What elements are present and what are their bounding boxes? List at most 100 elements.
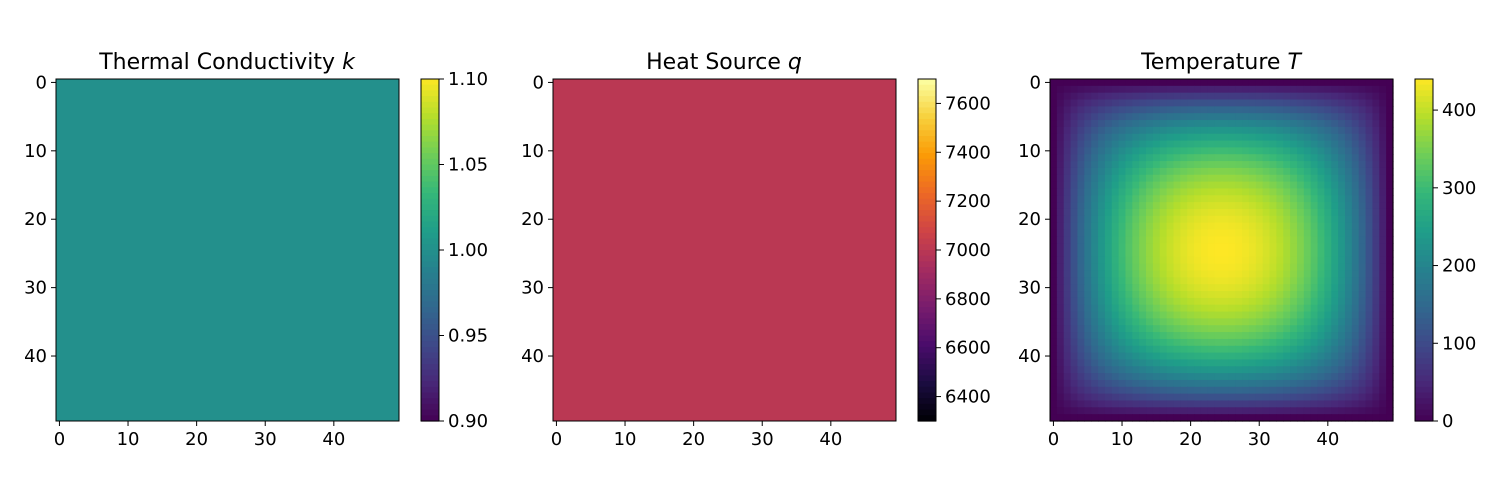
heatmap-cell	[1152, 113, 1161, 121]
heatmap-cell	[1180, 304, 1188, 313]
heatmap-cell	[1303, 161, 1312, 169]
heatmap-cell	[1098, 345, 1106, 354]
heatmap-cell	[1098, 393, 1106, 402]
heatmap-cell	[1111, 250, 1120, 258]
heatmap-cell	[1372, 318, 1380, 326]
heatmap-cell	[1173, 202, 1181, 210]
heatmap-cell	[1379, 393, 1387, 402]
heatmap-cell	[1221, 297, 1229, 306]
heatmap-cell	[1077, 92, 1085, 101]
colorbar-segment	[421, 392, 439, 399]
heatmap-cell	[1365, 414, 1374, 422]
heatmap-cell	[1070, 106, 1079, 114]
heatmap-cell	[1303, 236, 1312, 244]
heatmap-cell	[1324, 284, 1332, 292]
heatmap-cell	[1317, 311, 1325, 319]
heatmap-cell	[1296, 113, 1305, 121]
heatmap-cell	[1290, 215, 1298, 224]
heatmap-cell	[1379, 161, 1387, 169]
heatmap-cell	[1173, 407, 1181, 415]
heatmap-cell	[1207, 359, 1216, 367]
heatmap-cell	[1056, 400, 1065, 408]
heatmap-cell	[1317, 229, 1325, 237]
heatmap-cell	[1098, 284, 1106, 292]
heatmap-cell	[1132, 195, 1140, 203]
heatmap-cell	[1310, 386, 1319, 395]
colorbar-segment	[918, 301, 936, 308]
heatmap-cell	[1344, 208, 1353, 217]
heatmap-cell	[1132, 113, 1140, 121]
heatmap-cell	[1050, 400, 1058, 408]
heatmap-cell	[1228, 352, 1236, 361]
heatmap-cell	[1214, 236, 1223, 244]
heatmap-cell	[1098, 85, 1106, 94]
colorbar-segment	[918, 375, 936, 382]
heatmap-cell	[1283, 222, 1291, 231]
heatmap-cell	[1091, 106, 1099, 114]
heatmap-cell	[1235, 407, 1243, 415]
heatmap-cell	[1118, 263, 1127, 272]
heatmap-cell	[1276, 229, 1284, 237]
heatmap-cell	[1303, 318, 1312, 326]
heatmap-cell	[1331, 229, 1339, 237]
heatmap-cell	[1104, 106, 1113, 114]
heatmap-cell	[1118, 256, 1127, 265]
heatmap-cell	[1187, 140, 1195, 148]
heatmap-cell	[1255, 352, 1264, 361]
heatmap-cell	[1166, 202, 1175, 210]
heatmap-cell	[1358, 99, 1367, 107]
heatmap-cell	[1166, 414, 1175, 422]
heatmap-cell	[1276, 373, 1284, 381]
heatmap-cell	[1050, 297, 1058, 306]
heatmap-cell	[1187, 277, 1195, 285]
heatmap-cell	[1221, 318, 1229, 326]
heatmap-cell	[1077, 345, 1085, 354]
heatmap-cell	[1262, 236, 1271, 244]
heatmap-cell	[1248, 332, 1257, 340]
heatmap-cell	[1283, 332, 1291, 340]
heatmap-cell	[1303, 393, 1312, 402]
heatmap-cell	[1098, 318, 1106, 326]
heatmap-cell	[1372, 250, 1380, 258]
heatmap-cell	[1296, 147, 1305, 155]
heatmap-cell	[1091, 243, 1099, 251]
heatmap-cell	[1310, 400, 1319, 408]
heatmap-cell	[1242, 195, 1250, 203]
heatmap-cell	[1379, 147, 1387, 155]
heatmap-cell	[1200, 79, 1209, 87]
heatmap-cell	[1050, 250, 1058, 258]
heatmap-cell	[1146, 256, 1154, 265]
heatmap-cell	[1118, 85, 1127, 94]
heatmap-cell	[1187, 366, 1195, 374]
heatmap-cell	[1070, 311, 1079, 319]
heatmap-cell	[1159, 311, 1168, 319]
heatmap-cell	[1221, 352, 1229, 361]
heatmap-cell	[1283, 79, 1291, 87]
heatmap-cell	[1365, 120, 1374, 128]
colorbar-segment	[421, 403, 439, 411]
heatmap-cell	[1139, 386, 1147, 395]
heatmap-cell	[1146, 284, 1154, 292]
heatmap-cell	[1242, 92, 1250, 101]
heatmap-cell	[1228, 345, 1236, 354]
heatmap-cell	[1091, 202, 1099, 210]
heatmap-cell	[1372, 106, 1380, 114]
heatmap-cell	[1344, 154, 1353, 162]
heatmap-cell	[1296, 161, 1305, 169]
heatmap-cell	[1180, 133, 1188, 142]
heatmap-cell	[1187, 345, 1195, 354]
colorbar-segment	[1415, 153, 1433, 160]
heatmap-cell	[1379, 284, 1387, 292]
heatmap-cell	[1091, 174, 1099, 183]
heatmap-cell	[1338, 318, 1346, 326]
heatmap-cell	[1146, 393, 1154, 402]
heatmap-cell	[1372, 407, 1380, 415]
heatmap-cell	[1173, 325, 1181, 333]
heatmap-cell	[1214, 379, 1223, 388]
heatmap-cell	[1324, 126, 1332, 135]
colorbar-segment	[918, 352, 936, 359]
heatmap-cell	[1276, 167, 1284, 176]
heatmap-cell	[1242, 304, 1250, 313]
heatmap-cell	[1290, 202, 1298, 210]
